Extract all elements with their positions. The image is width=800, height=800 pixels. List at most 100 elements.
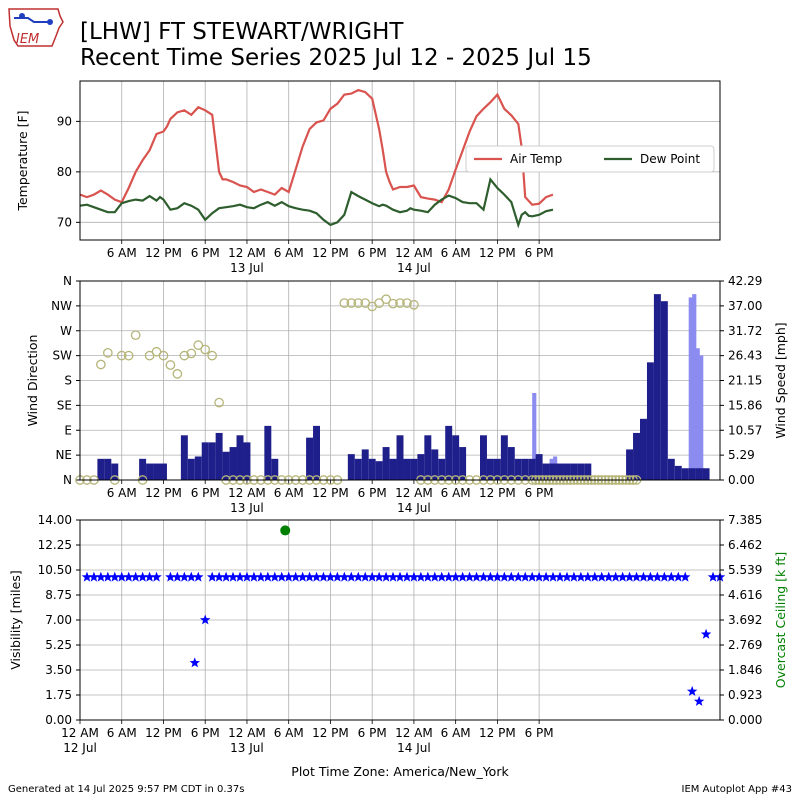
wind-direction-marker (193, 340, 204, 350)
wind-speed-bar (438, 458, 446, 480)
wind-direction-marker (158, 350, 169, 361)
wind-speed-bar (382, 447, 390, 480)
wind-speed-bar (146, 463, 154, 480)
visibility-marker (575, 571, 587, 582)
visibility-marker (137, 571, 148, 582)
temp-ylabel: Temperature [F] (15, 110, 30, 211)
visibility-marker (179, 571, 190, 582)
wind-speed-tick-label: 10.57 (728, 423, 762, 437)
wind-speed-bar (271, 458, 279, 480)
wind-speed-tick-label: 0.00 (728, 473, 755, 487)
visibility-marker (513, 571, 524, 582)
wind-dir-tick-label: NE (55, 448, 72, 462)
wind-speed-bar (549, 463, 557, 480)
wind-dir-tick-label: N (63, 274, 72, 288)
wind-speed-bar (389, 458, 397, 480)
temp-xtick-sublabel: 13 Jul (230, 261, 264, 275)
ceiling-tick-label: 6.462 (728, 538, 762, 552)
visibility-marker (353, 571, 364, 582)
visibility-marker (520, 571, 531, 582)
wind-direction-marker (179, 350, 190, 361)
wind-speed-tick-label: 26.43 (728, 349, 762, 363)
wind-speed-ylabel: Wind Speed [mph] (773, 322, 788, 438)
visibility-marker (617, 571, 628, 582)
wind-direction-marker (96, 359, 106, 370)
visibility-marker (165, 571, 176, 582)
dew-point-line (79, 176, 554, 229)
visibility-marker (109, 571, 120, 582)
wind-dir-tick-label: NW (51, 299, 72, 313)
wind-speed-bar (556, 463, 564, 480)
wind-speed-bar (480, 435, 487, 480)
visibility-marker (318, 571, 329, 582)
wind-speed-tick-label: 37.00 (728, 299, 762, 313)
visibility-marker (533, 571, 545, 582)
visibility-marker (415, 571, 427, 582)
wind-speed-bar (306, 437, 314, 480)
vis-xtick-label: 12 PM (479, 726, 516, 740)
temp-xtick-label: 12 PM (312, 246, 349, 260)
wind-speed-bar (354, 458, 362, 480)
visibility-marker (234, 571, 246, 582)
visibility-marker (492, 571, 503, 582)
vis-tick-label: 12.25 (38, 538, 72, 552)
visibility-marker (332, 571, 343, 582)
ceiling-tick-label: 3.692 (728, 613, 762, 627)
vis-tick-label: 0.00 (45, 713, 72, 727)
wind-direction-marker (353, 298, 364, 308)
vis-tick-label: 3.50 (45, 663, 72, 677)
chart-title-range: Recent Time Series 2025 Jul 12 - 2025 Ju… (80, 45, 592, 71)
visibility-marker (547, 571, 559, 582)
ceiling-tick-label: 2.769 (728, 638, 762, 652)
visibility-marker (499, 571, 510, 582)
wind-xtick-label: 6 AM (441, 486, 471, 500)
wind-direction-marker (409, 299, 419, 310)
visibility-marker (686, 685, 698, 696)
visibility-marker (144, 571, 155, 582)
wind-xtick-label: 12 PM (312, 486, 349, 500)
wind-speed-tick-label: 31.72 (728, 324, 762, 338)
wind-direction-marker (402, 298, 412, 308)
wind-speed-bar (403, 458, 411, 480)
visibility-marker (624, 571, 635, 582)
wind-speed-bar (646, 362, 654, 480)
wind-speed-bar (486, 458, 494, 480)
wind-speed-bar (681, 468, 689, 480)
visibility-marker (568, 571, 580, 582)
temp-xtick-label: 6 PM (191, 246, 220, 260)
wind-speed-tick-label: 42.29 (728, 274, 762, 288)
temp-xtick-label: 6 AM (441, 246, 471, 260)
wind-speed-bar (633, 432, 640, 480)
wind-speed-bar (521, 458, 529, 480)
wind-speed-bar (563, 463, 571, 480)
wind-speed-bar (347, 454, 355, 480)
visibility-marker (116, 571, 127, 582)
wind-speed-tick-label: 5.29 (728, 448, 755, 462)
visibility-marker (172, 571, 183, 582)
wind-speed-bar (187, 458, 195, 480)
wind-dir-tick-label: N (63, 473, 72, 487)
wind-direction-marker (388, 298, 398, 309)
vis-xtick-label: 6 AM (441, 726, 471, 740)
vis-tick-label: 14.00 (38, 513, 72, 527)
wind-xtick-label: 6 PM (358, 486, 387, 500)
visibility-marker (297, 571, 308, 582)
wind-direction-marker (381, 294, 391, 305)
air-temp-line (79, 88, 554, 206)
visibility-marker (485, 571, 496, 582)
wind-xtick-sublabel: 14 Jul (397, 501, 431, 515)
visibility-marker (304, 571, 315, 582)
wind-xtick-label: 12 PM (479, 486, 516, 500)
wind-speed-bar (361, 449, 369, 480)
logo-text: IEM (16, 32, 39, 47)
visibility-marker (380, 571, 392, 582)
vis-tick-label: 5.25 (45, 638, 72, 652)
temp-xtick-label: 6 PM (525, 246, 554, 260)
visibility-marker (506, 571, 517, 582)
vis-xtick-label: 12 AM (61, 726, 99, 740)
wind-direction-marker (172, 369, 183, 379)
visibility-marker (457, 571, 468, 582)
wind-speed-bar (584, 463, 592, 480)
visibility-marker (436, 571, 447, 582)
